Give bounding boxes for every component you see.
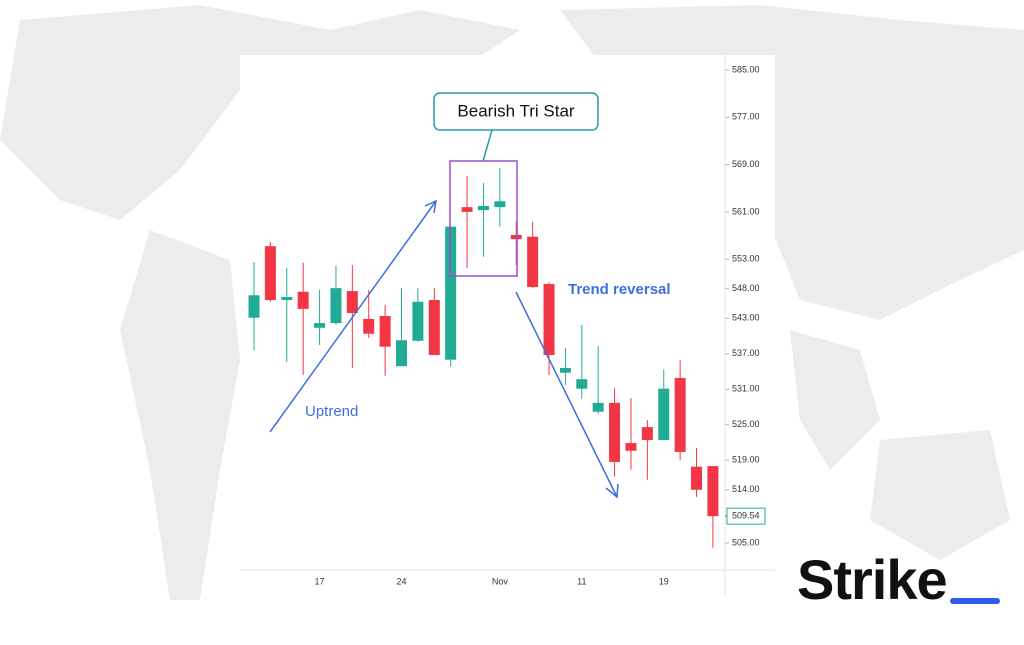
reversal-label: Trend reversal	[568, 281, 671, 298]
y-tick-label: 585.00	[732, 64, 760, 74]
candle-body	[461, 207, 473, 212]
callout-text: Bearish Tri Star	[457, 101, 574, 120]
x-tick-label: 24	[397, 576, 407, 586]
uptrend-label: Uptrend	[305, 403, 358, 420]
candle-body	[264, 246, 276, 300]
y-tick-label: 525.00	[732, 419, 760, 429]
candle-body	[396, 340, 408, 367]
x-tick-label: 19	[659, 576, 669, 586]
y-tick-label: 569.00	[732, 159, 760, 169]
candle-body	[559, 367, 571, 373]
chart-panel	[240, 55, 775, 595]
x-tick-label: Nov	[492, 576, 509, 586]
x-tick-label: 17	[315, 576, 325, 586]
trend-arrows	[269, 199, 619, 499]
candle-body	[494, 201, 506, 208]
y-tick-label: 514.00	[732, 484, 760, 494]
y-tick-label: 577.00	[732, 112, 760, 122]
candle-body	[674, 378, 686, 452]
candle-body	[641, 427, 653, 441]
candle-body	[330, 288, 342, 324]
candle-body	[625, 443, 637, 451]
candle-body	[527, 236, 539, 287]
candle-body	[445, 226, 457, 360]
candle-body	[543, 284, 555, 355]
candle-body	[363, 318, 375, 334]
plot: 585.00 577.00 569.00 561.00 553.00 548.00 543.…	[248, 64, 766, 586]
y-tick-label: 561.00	[732, 206, 760, 216]
last-price-label: 509.54	[732, 511, 760, 521]
candle-body	[379, 315, 391, 347]
candle-body	[412, 301, 424, 341]
candle-body	[658, 388, 670, 441]
y-tick-label: 537.00	[732, 348, 760, 358]
candle-body	[609, 402, 621, 462]
candle-body	[297, 291, 309, 309]
x-tick-label: 11	[577, 576, 586, 586]
candle-body	[428, 299, 440, 355]
y-tick-label: 531.00	[732, 384, 760, 394]
y-tick-label: 553.00	[732, 254, 760, 264]
candle-body	[691, 466, 703, 490]
y-tick-label: 519.00	[732, 455, 760, 465]
candle-body	[314, 323, 326, 328]
candle-body	[576, 379, 588, 389]
candle-body	[248, 295, 260, 318]
candle-body	[707, 466, 719, 517]
y-tick-label: 543.00	[732, 313, 760, 323]
logo-swoosh	[950, 598, 1000, 604]
last-price-box	[726, 507, 766, 525]
callout-pointer	[482, 129, 493, 162]
callout-box	[433, 92, 599, 131]
y-tick-label: 548.00	[732, 283, 760, 293]
candle-body	[510, 234, 522, 240]
y-tick-label: 505.00	[732, 537, 760, 547]
candle-body	[477, 205, 489, 211]
candle-body	[592, 402, 604, 412]
candle-body	[281, 297, 293, 300]
logo: Strike	[797, 548, 947, 611]
candle-body	[346, 291, 358, 313]
